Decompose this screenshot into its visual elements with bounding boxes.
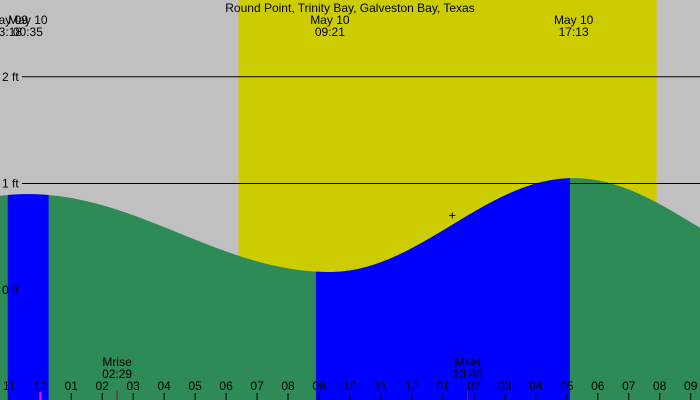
hour-tick-label: 10 xyxy=(343,379,357,393)
hour-tick-label: 06 xyxy=(219,379,233,393)
hour-tick-label: 08 xyxy=(281,379,295,393)
extreme-date-label: May 10 xyxy=(310,13,350,27)
height-gridlines: 0 ft 1 ft 2 ft xyxy=(2,70,700,297)
y-tick-label: 2 ft xyxy=(2,70,19,84)
hour-tick-label: 05 xyxy=(188,379,202,393)
chart-title: Round Point, Trinity Bay, Galveston Bay,… xyxy=(225,1,474,15)
hour-tick-label: 06 xyxy=(591,379,605,393)
edge-date-label: May 09 xyxy=(0,13,28,27)
hour-tick-label: 05 xyxy=(560,379,574,393)
moon-event-time: 02:29 xyxy=(102,367,132,381)
moon-event-time: 13:48 xyxy=(453,367,483,381)
hour-tick-label: 11 xyxy=(375,379,388,393)
hour-tick-label: 07 xyxy=(622,379,636,393)
hour-tick-label: 12 xyxy=(34,379,48,393)
hour-tick-label: 03 xyxy=(498,379,512,393)
hour-tick-label: 04 xyxy=(529,379,543,393)
hour-tick-label: 11 xyxy=(3,379,16,393)
extreme-date-label: May 10 xyxy=(8,13,48,27)
hour-tick-label: 12 xyxy=(405,379,419,393)
extreme-time-label: 09:21 xyxy=(315,25,345,39)
extreme-date-label: May 10 xyxy=(554,13,594,27)
moon-event-label: Mrise xyxy=(102,355,132,369)
y-tick-label: 0 ft xyxy=(2,283,19,297)
y-tick-label: 1 ft xyxy=(2,176,19,190)
hour-tick-label: 09 xyxy=(684,379,698,393)
extreme-time-label: 17:13 xyxy=(559,25,589,39)
tide-area-layer xyxy=(0,178,700,400)
hour-tick-label: 07 xyxy=(250,379,264,393)
moon-event-label: Mset xyxy=(455,355,482,369)
hour-tick-label: 02 xyxy=(467,379,481,393)
edge-time-label: 23:18 xyxy=(0,25,22,39)
hour-tick-label: 09 xyxy=(312,379,326,393)
hour-tick-label: 04 xyxy=(157,379,171,393)
hour-tick-label: 02 xyxy=(96,379,110,393)
tide-highlight-segment xyxy=(7,194,49,400)
extreme-time-label: 00:35 xyxy=(13,25,43,39)
hour-axis: 11 12 01 02 03 04 05 06 07 08 09 10 11 12 01 02 03 04 05 06… xyxy=(3,379,698,400)
hour-tick-label: 03 xyxy=(127,379,141,393)
hour-tick-label: 01 xyxy=(65,379,79,393)
hour-tick-label: 08 xyxy=(653,379,667,393)
hour-tick-label: 01 xyxy=(436,379,450,393)
tide-highlight-segment xyxy=(315,178,570,400)
